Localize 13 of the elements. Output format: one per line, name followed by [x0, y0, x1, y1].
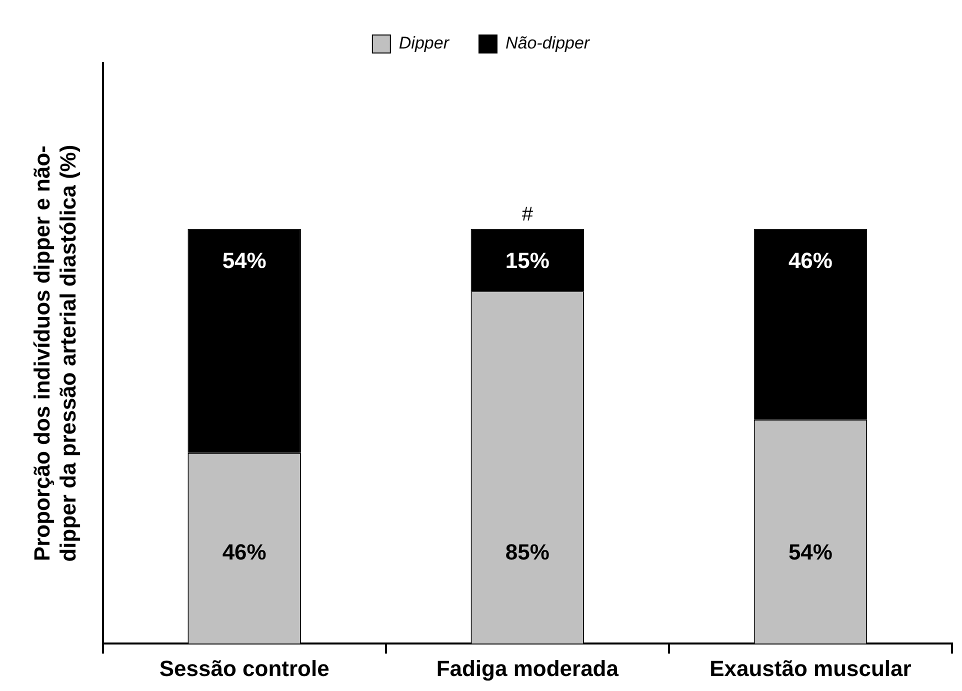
- data-label: 54%: [222, 248, 266, 273]
- data-label: 46%: [788, 248, 832, 273]
- data-label: 54%: [788, 540, 832, 565]
- x-tick-label: Fadiga moderada: [436, 656, 620, 681]
- x-tick-label: Sessão controle: [159, 656, 330, 681]
- legend-label: Não-dipper: [505, 34, 591, 53]
- y-axis-title: Proporção dos indivíduos dipper e não- dipper da pressão arterial diastólica (%): [29, 144, 81, 562]
- legend-label: Dipper: [398, 34, 450, 53]
- data-label: 46%: [222, 540, 266, 565]
- x-tick-label: Exaustão muscular: [710, 656, 912, 681]
- annotation: #: [522, 203, 534, 226]
- data-label: 15%: [505, 248, 550, 273]
- data-label: 85%: [505, 540, 550, 565]
